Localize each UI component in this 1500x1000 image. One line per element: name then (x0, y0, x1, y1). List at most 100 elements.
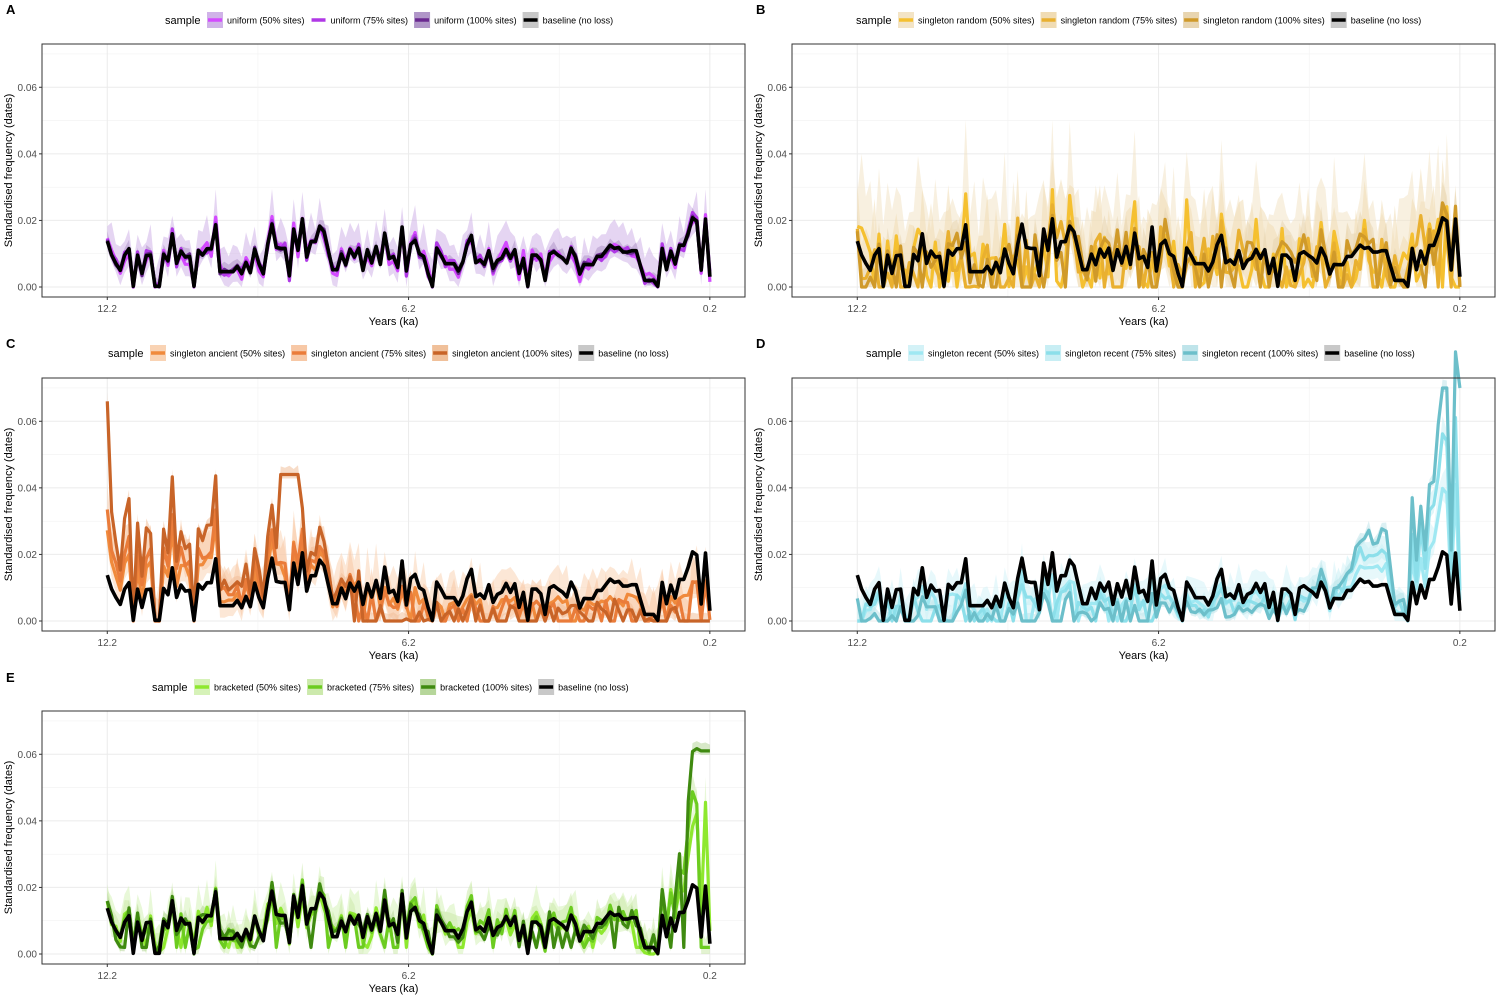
x-tick-label: 0.2 (1453, 638, 1467, 649)
series-group (855, 350, 1462, 623)
series-group (105, 741, 712, 956)
y-tick-label: 0.06 (18, 83, 38, 94)
legend-label: uniform (75% sites) (331, 16, 409, 26)
legend-label: singleton random (50% sites) (918, 16, 1035, 26)
plot-border (41, 377, 746, 632)
plot-border (41, 710, 746, 965)
legend-key (291, 345, 308, 361)
legend-key (207, 12, 223, 28)
y-tick-label: 0.04 (768, 483, 788, 494)
legend-title: sample (856, 15, 891, 27)
y-tick-label: 0.04 (768, 149, 788, 160)
legend-label: baseline (no loss) (558, 683, 629, 693)
legend-label: singleton recent (100% sites) (1202, 349, 1318, 359)
legend-key (1183, 12, 1200, 28)
legend-label: bracketed (75% sites) (327, 683, 414, 693)
y-tick-label: 0.06 (768, 417, 788, 428)
legend-key (194, 679, 210, 695)
legend-label: uniform (100% sites) (434, 16, 517, 26)
x-tick-label: 0.2 (703, 304, 717, 315)
x-tick-label: 12.2 (98, 304, 118, 315)
x-axis-title: Years (ka) (369, 650, 419, 662)
plot-border (791, 43, 1496, 298)
legend-key (1330, 12, 1347, 28)
legend-key (898, 12, 914, 28)
legend-key (432, 345, 449, 361)
series-group (105, 188, 712, 289)
legend-title: sample (866, 348, 901, 360)
panel-letter: C (6, 336, 16, 351)
legend-title: sample (108, 348, 143, 360)
y-tick-label: 0.00 (18, 617, 38, 628)
x-axis-title: Years (ka) (369, 983, 419, 995)
y-axis-title: Standardised frequency (dates) (3, 94, 15, 247)
x-tick-label: 12.2 (848, 304, 868, 315)
legend-key (1045, 345, 1062, 361)
legend-key (522, 12, 539, 28)
legend-label: singleton recent (50% sites) (928, 349, 1039, 359)
legend-key (1040, 12, 1057, 28)
legend-key (578, 345, 595, 361)
ribbon-3 (857, 355, 1460, 621)
y-tick-label: 0.02 (18, 883, 38, 894)
y-axis-title: Standardised frequency (dates) (753, 428, 765, 581)
legend-label: uniform (50% sites) (227, 16, 305, 26)
legend-label: singleton recent (75% sites) (1065, 349, 1176, 359)
legend-key (420, 679, 437, 695)
panel-letter: D (756, 336, 765, 351)
panel-b: B 0.00 0.02 0.04 0.06 12.2 6.2 0.2 Years (ka) Sta… (753, 2, 1496, 328)
legend-key (538, 679, 555, 695)
panel-letter: E (6, 670, 15, 685)
legend-label: singleton random (75% sites) (1061, 16, 1178, 26)
x-axis-title: Years (ka) (369, 316, 419, 328)
legend: sample uniform (50% sites) uniform (75% si… (165, 12, 613, 28)
legend-label: singleton random (100% sites) (1203, 16, 1325, 26)
ribbon-1 (107, 776, 710, 954)
x-axis-title: Years (ka) (1119, 650, 1169, 662)
legend-label: baseline (no loss) (543, 16, 614, 26)
y-axis-title: Standardised frequency (dates) (3, 428, 15, 581)
legend-label: bracketed (100% sites) (440, 683, 532, 693)
y-tick-label: 0.02 (18, 216, 38, 227)
x-tick-label: 6.2 (402, 971, 416, 982)
legend-key (307, 679, 324, 695)
y-tick-label: 0.04 (18, 816, 38, 827)
legend-label: singleton ancient (100% sites) (452, 349, 572, 359)
series-line-3 (105, 401, 710, 623)
series-line-3 (855, 201, 1462, 289)
x-tick-label: 0.2 (703, 638, 717, 649)
panel-a: A 0.00 0.02 0.04 0.06 12.2 6.2 0.2 Years (ka) Sta… (3, 2, 746, 328)
y-tick-label: 0.00 (768, 617, 788, 628)
x-tick-label: 12.2 (98, 971, 118, 982)
legend-label: bracketed (50% sites) (214, 683, 301, 693)
legend-key (908, 345, 924, 361)
x-axis-title: Years (ka) (1119, 316, 1169, 328)
legend: sample singleton recent (50% sites) single… (866, 345, 1415, 361)
grid (42, 44, 745, 297)
legend-key (1324, 345, 1341, 361)
legend-label: baseline (no loss) (1351, 16, 1422, 26)
y-tick-label: 0.04 (18, 149, 38, 160)
baseline-line (105, 883, 712, 956)
y-axis-title: Standardised frequency (dates) (3, 761, 15, 914)
x-tick-label: 12.2 (98, 638, 118, 649)
series-group (105, 392, 712, 623)
legend-title: sample (152, 682, 187, 694)
y-tick-label: 0.02 (18, 550, 38, 561)
y-tick-label: 0.00 (768, 283, 788, 294)
series-group (855, 119, 1462, 289)
legend-label: singleton ancient (50% sites) (170, 349, 285, 359)
y-tick-label: 0.02 (768, 550, 788, 561)
legend: sample singleton random (50% sites) single… (856, 12, 1421, 28)
x-tick-label: 0.2 (1453, 304, 1467, 315)
y-tick-label: 0.06 (18, 750, 38, 761)
x-tick-label: 12.2 (848, 638, 868, 649)
legend-key (414, 12, 431, 28)
x-tick-label: 6.2 (402, 304, 416, 315)
baseline-line (855, 550, 1462, 623)
x-tick-label: 6.2 (402, 638, 416, 649)
plot-border (791, 377, 1496, 632)
legend: sample singleton ancient (50% sites) singl… (108, 345, 669, 361)
legend-label: singleton ancient (75% sites) (311, 349, 426, 359)
series-line-3 (855, 350, 1462, 623)
